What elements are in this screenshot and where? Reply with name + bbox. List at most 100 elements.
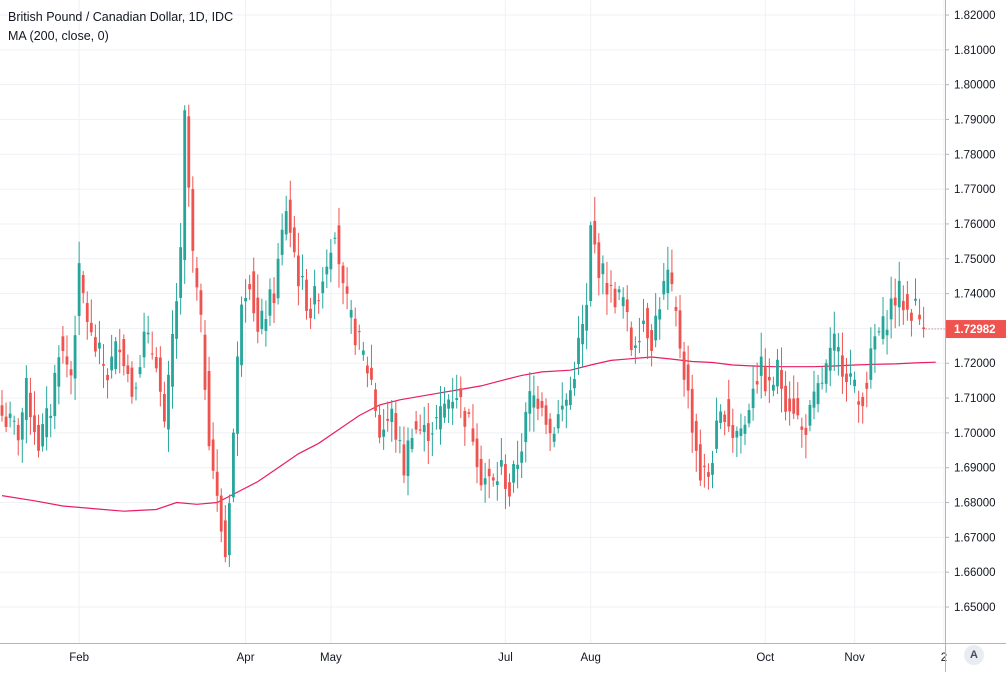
candle-body bbox=[609, 284, 613, 286]
candle-body bbox=[828, 347, 832, 371]
candle-body bbox=[536, 398, 540, 409]
candle-body bbox=[333, 237, 337, 239]
candle-body bbox=[784, 385, 787, 412]
candle-body bbox=[122, 338, 126, 367]
candle-body bbox=[394, 413, 398, 440]
candle-body bbox=[922, 327, 926, 330]
candle-body bbox=[633, 345, 637, 348]
candle-body bbox=[893, 297, 897, 306]
candle-body bbox=[418, 429, 422, 431]
candle-body bbox=[849, 373, 852, 377]
candle-body bbox=[869, 348, 873, 380]
x-tick-label: Feb bbox=[69, 652, 89, 664]
candle-body bbox=[20, 412, 24, 440]
candle-body bbox=[422, 424, 426, 433]
y-tick-label: 1.74000 bbox=[954, 289, 996, 301]
candle-body bbox=[816, 383, 820, 405]
candle-body bbox=[203, 334, 207, 390]
candle-body bbox=[666, 269, 670, 294]
candle-body bbox=[219, 495, 223, 532]
candle-body bbox=[73, 335, 77, 379]
candle-body bbox=[552, 433, 556, 442]
candle-body bbox=[767, 376, 771, 381]
candle-body bbox=[313, 286, 317, 305]
candle-body bbox=[772, 384, 775, 391]
candle-body bbox=[487, 468, 491, 477]
candle-body bbox=[232, 432, 235, 498]
candle-body bbox=[857, 401, 861, 405]
candle-body bbox=[642, 320, 645, 324]
auto-scale-button[interactable]: A bbox=[964, 645, 984, 665]
candle-body bbox=[658, 309, 662, 320]
candle-body bbox=[118, 349, 122, 353]
candle-body bbox=[268, 289, 272, 316]
candle-body bbox=[516, 464, 520, 469]
candle-body bbox=[682, 351, 686, 380]
candle-body bbox=[873, 336, 877, 350]
candle-body bbox=[573, 378, 576, 389]
candle-body bbox=[53, 372, 57, 417]
candle-body bbox=[617, 289, 621, 293]
candle-body bbox=[426, 423, 430, 441]
candle-body bbox=[520, 451, 524, 463]
candle-body bbox=[463, 410, 467, 427]
y-tick-label: 1.68000 bbox=[954, 498, 996, 510]
candle-body bbox=[504, 464, 507, 489]
y-tick-label: 1.82000 bbox=[954, 10, 996, 22]
candle-body bbox=[33, 415, 36, 433]
candle-body bbox=[751, 388, 755, 409]
candle-body bbox=[625, 299, 629, 313]
candle-body bbox=[439, 406, 442, 430]
candle-body bbox=[272, 293, 276, 304]
candle-body bbox=[483, 478, 487, 485]
last-price-tag bbox=[946, 320, 1006, 339]
candle-body bbox=[223, 520, 227, 558]
candle-body bbox=[345, 286, 349, 294]
candle-body bbox=[881, 316, 885, 339]
candle-body bbox=[288, 199, 292, 233]
candle-body bbox=[548, 418, 552, 434]
candle-body bbox=[621, 297, 625, 307]
candle-body bbox=[256, 297, 260, 332]
candle-body bbox=[24, 378, 28, 420]
candle-body bbox=[638, 341, 641, 343]
candle-body bbox=[585, 304, 589, 331]
candle-body bbox=[171, 333, 174, 387]
candle-body bbox=[410, 437, 414, 449]
candle-body bbox=[678, 310, 682, 349]
candle-body bbox=[252, 271, 256, 314]
candle-body bbox=[16, 424, 20, 441]
candle-body bbox=[508, 482, 511, 497]
candle-body bbox=[126, 365, 130, 375]
y-tick-label: 1.81000 bbox=[954, 45, 996, 57]
candle-body bbox=[780, 369, 783, 389]
candle-body bbox=[114, 341, 118, 369]
candle-body bbox=[719, 411, 723, 423]
candle-body bbox=[406, 440, 410, 476]
candle-body bbox=[98, 342, 101, 349]
candle-body bbox=[81, 275, 85, 294]
candle-body bbox=[227, 503, 231, 556]
candle-body bbox=[276, 258, 280, 299]
grid-lines bbox=[0, 0, 945, 643]
y-tick-label: 1.72000 bbox=[954, 358, 996, 370]
candle-body bbox=[357, 331, 361, 333]
candle-body bbox=[702, 465, 706, 467]
candle-body bbox=[804, 427, 808, 435]
candle-body bbox=[146, 332, 150, 335]
candle-body bbox=[593, 220, 597, 245]
x-tick-label: Nov bbox=[844, 652, 865, 664]
candle-body bbox=[885, 329, 889, 336]
candle-body bbox=[386, 418, 390, 421]
candle-body bbox=[755, 381, 759, 385]
candle-body bbox=[662, 281, 666, 295]
candle-body bbox=[905, 294, 909, 310]
candle-body bbox=[491, 477, 495, 481]
candle-body bbox=[447, 399, 450, 409]
candle-body bbox=[727, 399, 731, 427]
candle-body bbox=[325, 266, 329, 275]
candle-body bbox=[776, 359, 779, 387]
candle-body bbox=[361, 350, 365, 355]
